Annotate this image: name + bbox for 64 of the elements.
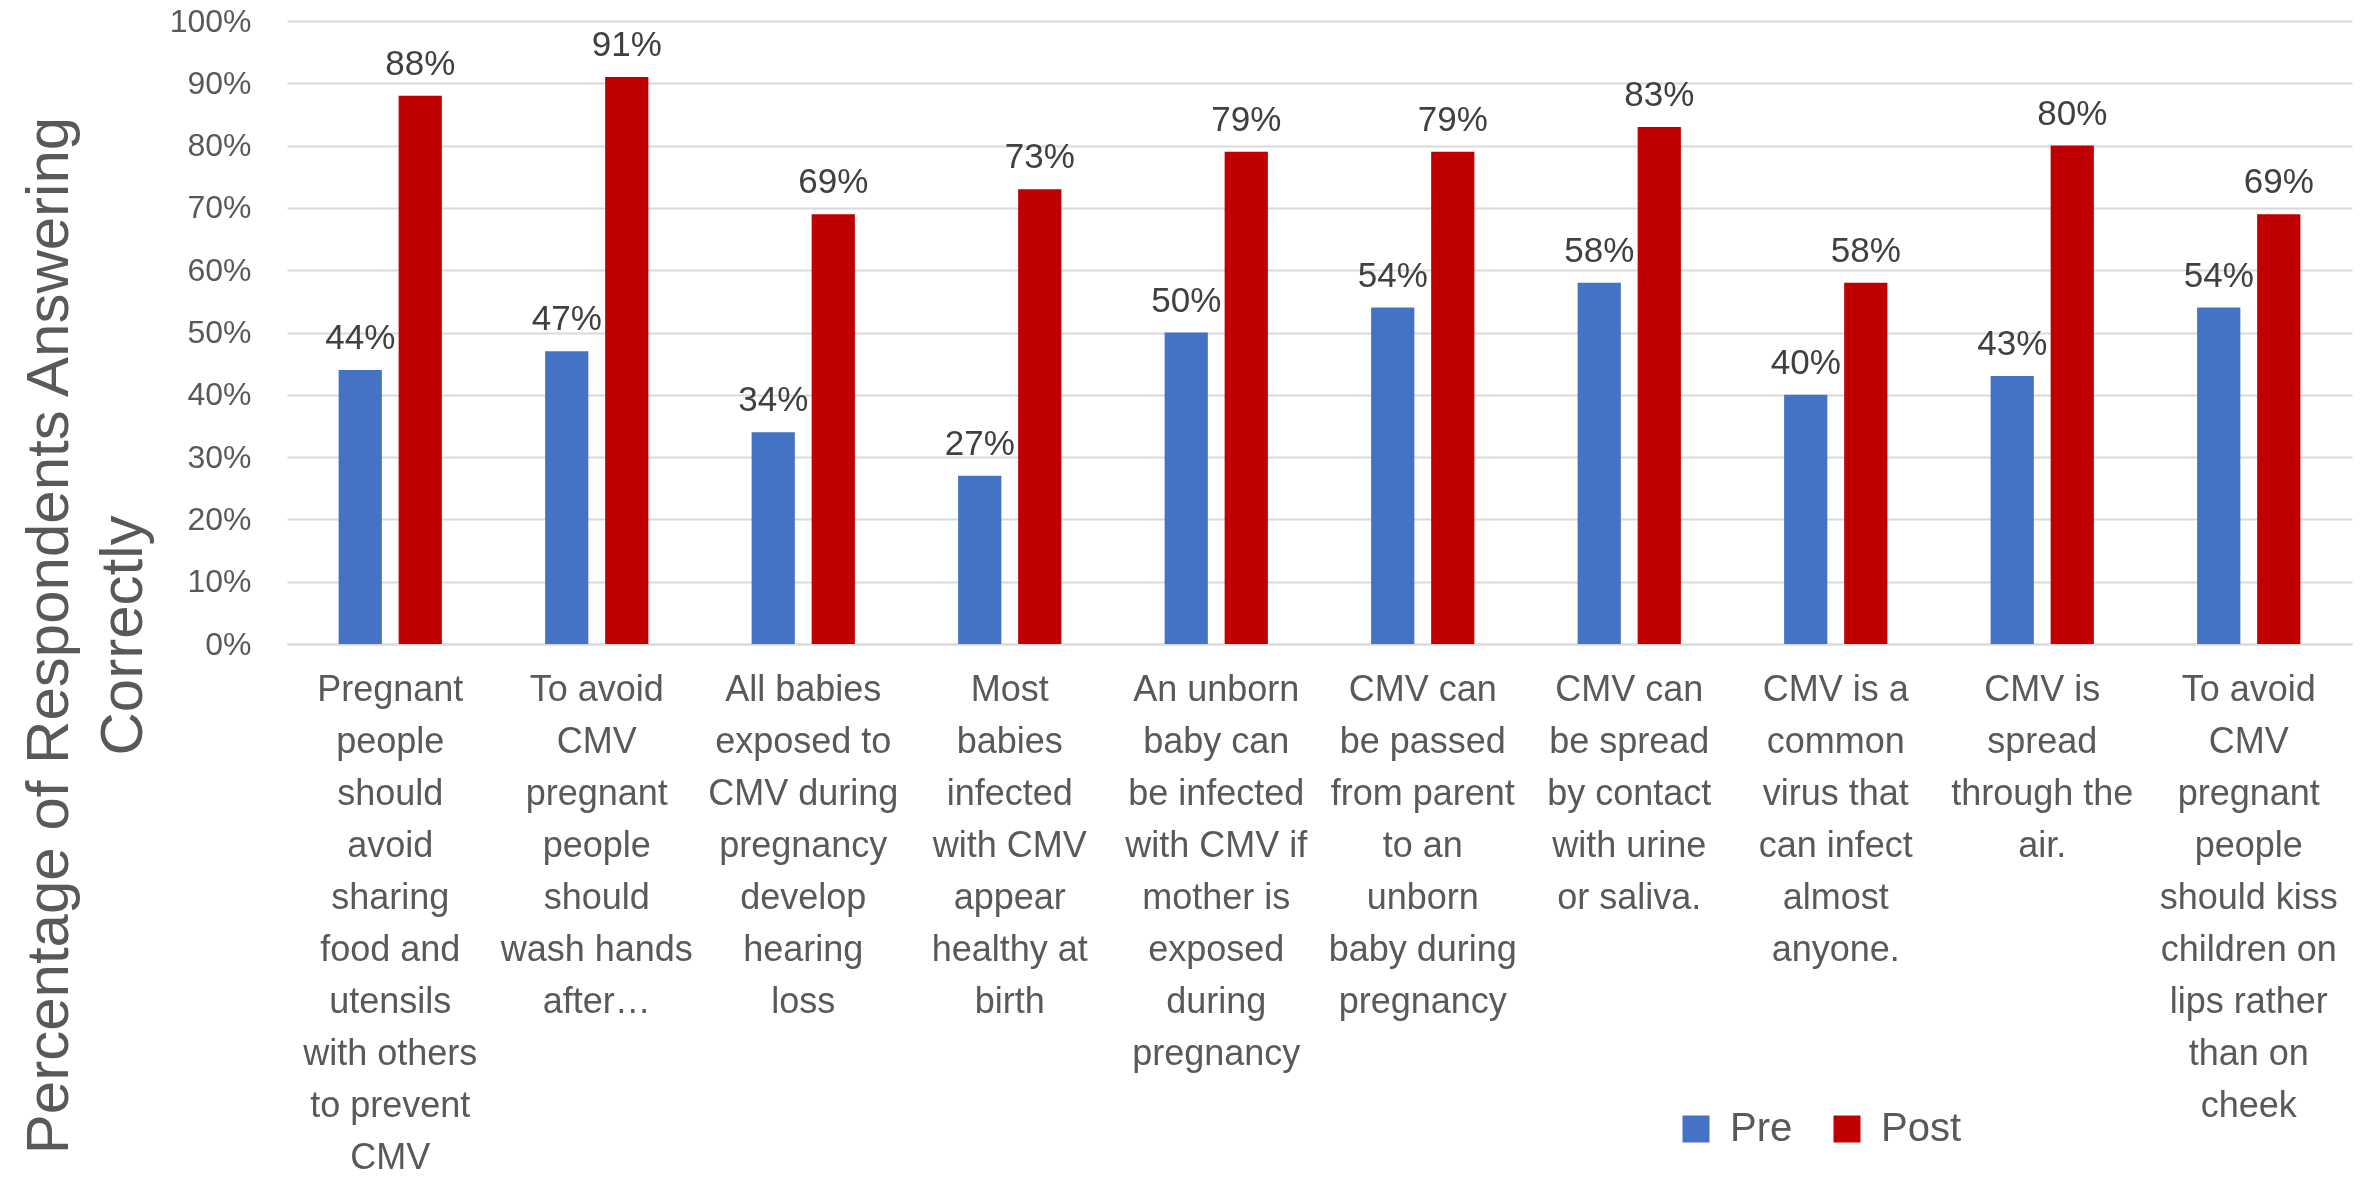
x-tick-label: CMV is a common virus that can infect almost anyone.	[1758, 667, 1913, 969]
x-tick-label: An unborn baby can be infected with CMV if mother is exposed during pregnancy	[1124, 667, 1309, 1073]
bar	[545, 351, 589, 644]
bar	[1844, 282, 1888, 644]
bar	[338, 369, 382, 644]
bar	[2050, 145, 2094, 644]
bar	[2197, 307, 2241, 644]
data-label: 43%	[1977, 323, 2048, 363]
data-label: 69%	[2243, 161, 2314, 201]
data-label: 54%	[1357, 254, 1428, 294]
data-label: 69%	[798, 161, 869, 201]
data-label: 27%	[944, 422, 1015, 462]
data-label: 47%	[531, 298, 602, 338]
bar	[1990, 376, 2034, 644]
bar	[1164, 332, 1208, 644]
data-label: 73%	[1004, 136, 1075, 176]
data-label: 58%	[1830, 229, 1901, 269]
bar	[1431, 151, 1475, 644]
bar	[2257, 214, 2301, 644]
bar	[605, 77, 649, 644]
data-label: 50%	[1151, 279, 1222, 319]
y-tick-label: 30%	[187, 438, 252, 475]
bar	[1371, 307, 1415, 644]
category-label: To avoid CMV pregnant people should kiss children on lips rather than on cheek	[2159, 667, 2338, 1125]
data-label: 79%	[1417, 98, 1488, 138]
x-tick-label: Most babies infected with CMV appear healthy at birth	[931, 667, 1088, 1021]
data-label: 83%	[1624, 73, 1695, 113]
legend-label: Post	[1881, 1105, 1962, 1149]
y-tick-label: 90%	[187, 64, 252, 101]
x-tick-label: CMV can be passed from parent to an unborn baby during pregnancy	[1328, 667, 1517, 1021]
data-label: 54%	[2183, 254, 2254, 294]
y-tick-label: 100%	[169, 2, 252, 39]
bar	[1018, 189, 1062, 644]
bar	[1637, 126, 1681, 644]
data-label: 80%	[2037, 92, 2108, 132]
data-label: 44%	[325, 316, 396, 356]
data-label: 79%	[1211, 98, 1282, 138]
bar	[958, 475, 1002, 644]
y-tick-label: 60%	[187, 251, 252, 288]
y-tick-label: 80%	[187, 127, 252, 164]
x-tick-label: All babies exposed to CMV during pregnancy develop hearing loss	[708, 667, 899, 1021]
data-label: 40%	[1770, 341, 1841, 381]
x-tick-label: CMV can be spread by contact with urine or saliva.	[1547, 667, 1712, 917]
data-label: 88%	[385, 42, 456, 82]
legend-label: Pre	[1730, 1105, 1793, 1149]
x-tick-label: To avoid CMV pregnant people should wash hands after…	[499, 667, 693, 1021]
data-label: 58%	[1564, 229, 1635, 269]
bar	[1784, 394, 1828, 644]
bar	[811, 214, 855, 644]
y-tick-label: 0%	[205, 625, 252, 662]
y-tick-label: 20%	[187, 500, 252, 537]
bar	[1577, 282, 1621, 644]
bar	[1224, 151, 1268, 644]
data-label: 91%	[591, 24, 662, 64]
category-label: Pregnant people should avoid sharing food and utensils with others to prevent CMV	[303, 667, 478, 1177]
y-tick-label: 70%	[187, 189, 252, 226]
y-axis-title: Percentage of Respondents Answering Correctly	[13, 116, 155, 1155]
bar	[398, 95, 442, 644]
y-tick-label: 50%	[187, 314, 252, 350]
bar	[751, 432, 795, 644]
y-tick-label: 40%	[187, 376, 252, 413]
y-tick-label: 10%	[187, 563, 252, 600]
data-label: 34%	[738, 379, 809, 419]
x-tick-label: CMV is spread through the air.	[1951, 667, 2134, 865]
